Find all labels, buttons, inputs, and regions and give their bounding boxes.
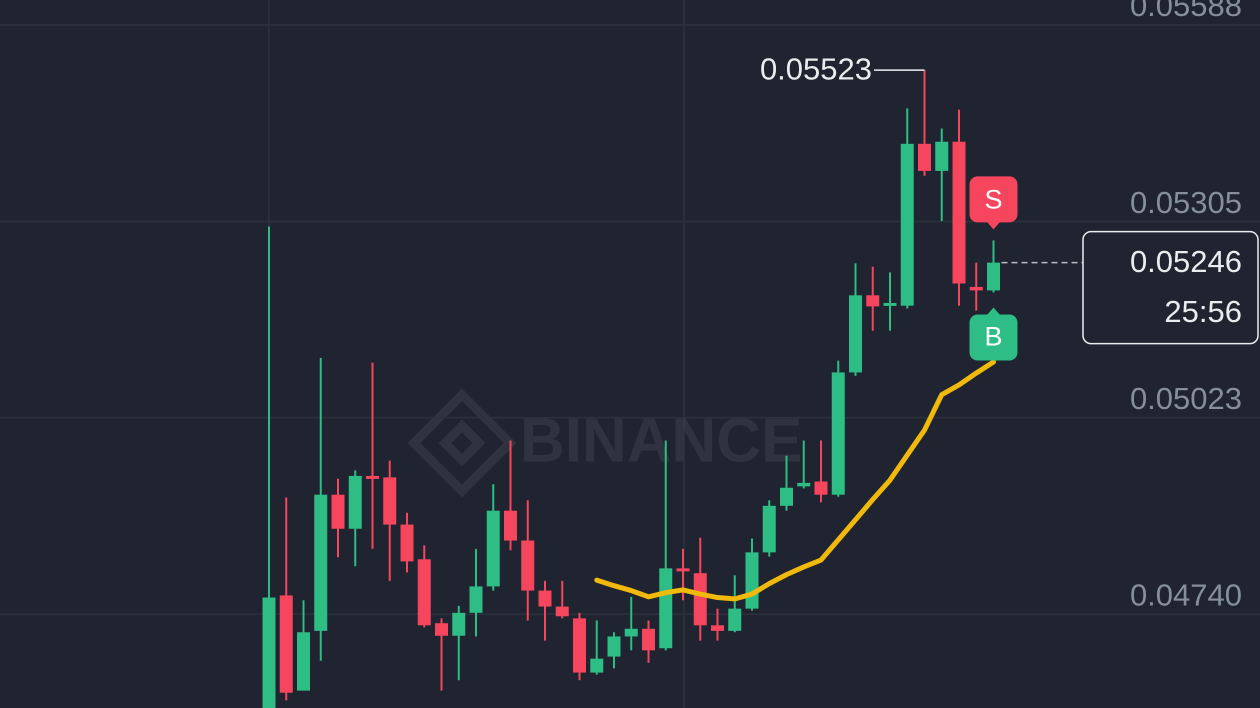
candle-body	[590, 658, 604, 673]
candle-body	[314, 494, 328, 631]
candle-body	[486, 510, 500, 587]
watermark-text: BINANCE	[520, 406, 802, 475]
sell-marker	[969, 176, 1018, 223]
candle-body	[969, 286, 983, 291]
candle-body	[900, 143, 914, 306]
candle-body	[624, 628, 638, 637]
candle-body	[780, 487, 793, 506]
candle-body	[693, 573, 707, 626]
countdown: 25:56	[1164, 294, 1242, 329]
candle-body	[987, 262, 1000, 291]
candle-body	[642, 628, 655, 651]
candle-body	[262, 597, 276, 708]
candle-body	[331, 494, 345, 529]
candle-body	[435, 623, 448, 636]
candle-body	[728, 608, 742, 631]
buy-marker	[969, 314, 1018, 361]
max-annotation: 0.05523	[760, 51, 872, 86]
candle-body	[348, 475, 362, 529]
price-box	[1082, 230, 1259, 345]
candle-body	[400, 524, 414, 562]
sell-marker-pointer	[986, 221, 1001, 230]
candle-body	[866, 295, 880, 307]
y-tick-label: 0.05305	[1130, 185, 1242, 220]
candle-body	[366, 475, 379, 479]
candle-body	[555, 606, 569, 617]
candle-body	[831, 372, 845, 495]
moving-average	[594, 359, 996, 602]
candle-body	[538, 590, 552, 607]
candle-body	[676, 568, 690, 572]
candle-body	[883, 302, 897, 306]
sell-marker-label: S	[984, 185, 1002, 215]
candle-body	[745, 552, 759, 609]
candle-body	[607, 636, 621, 657]
candle-body	[504, 510, 517, 541]
candle-body	[711, 625, 724, 631]
candle-body	[469, 586, 483, 613]
candle-body	[383, 477, 397, 525]
candle-body	[279, 595, 293, 693]
candle-body	[297, 632, 310, 691]
buy-marker-pointer	[986, 307, 1001, 316]
y-tick-label: 0.05023	[1130, 381, 1242, 416]
candle-body	[417, 559, 431, 626]
candle-body	[952, 141, 966, 284]
candle-body	[762, 505, 776, 553]
candle-body	[797, 482, 811, 487]
candle-body	[573, 618, 586, 673]
current-price: 0.05246	[1130, 244, 1242, 279]
candle-body	[849, 295, 862, 373]
y-tick-label: 0.05588	[1130, 0, 1242, 23]
candle-body	[521, 540, 535, 591]
candle-body	[935, 141, 949, 171]
y-tick-label: 0.04740	[1130, 577, 1242, 612]
candle-body	[814, 481, 828, 495]
candle-body	[452, 612, 466, 636]
candle-body	[659, 568, 673, 649]
candle-body	[918, 143, 931, 171]
buy-marker-label: B	[984, 322, 1002, 352]
